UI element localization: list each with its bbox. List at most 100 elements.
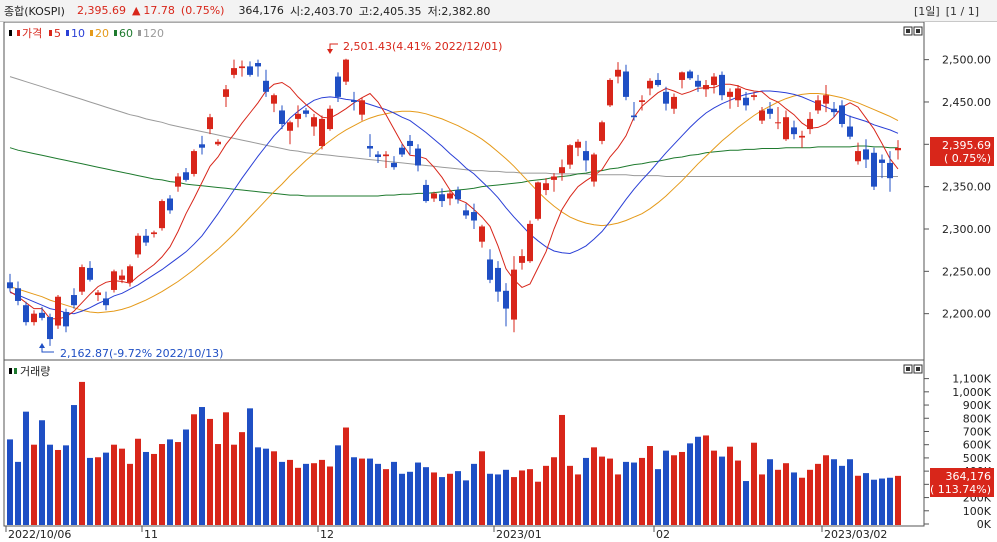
candle-body[interactable] xyxy=(103,298,109,306)
candle-body[interactable] xyxy=(383,154,389,157)
candle-body[interactable] xyxy=(775,122,781,124)
volume-bar[interactable] xyxy=(759,474,765,525)
volume-bar[interactable] xyxy=(647,446,653,525)
period-label[interactable]: [1일] xyxy=(914,5,940,18)
candle-body[interactable] xyxy=(791,127,797,135)
volume-bar[interactable] xyxy=(95,457,101,525)
volume-bar[interactable] xyxy=(879,478,885,525)
volume-bar[interactable] xyxy=(55,449,61,525)
volume-bar[interactable] xyxy=(503,469,509,525)
candle-body[interactable] xyxy=(895,147,901,151)
volume-bars[interactable] xyxy=(7,381,901,525)
candle-body[interactable] xyxy=(327,108,333,130)
volume-bar[interactable] xyxy=(799,477,805,525)
volume-bar[interactable] xyxy=(103,452,109,525)
volume-bar[interactable] xyxy=(231,444,237,525)
candle-body[interactable] xyxy=(239,66,245,69)
candle-body[interactable] xyxy=(687,71,693,79)
candle-body[interactable] xyxy=(735,88,741,101)
volume-bar[interactable] xyxy=(687,443,693,525)
volume-bar[interactable] xyxy=(839,465,845,525)
candle-body[interactable] xyxy=(439,194,445,202)
volume-bar[interactable] xyxy=(111,444,117,525)
page-label[interactable]: [1 / 1] xyxy=(945,5,979,18)
candle-body[interactable] xyxy=(551,176,557,180)
volume-bar[interactable] xyxy=(559,414,565,525)
volume-bar[interactable] xyxy=(351,457,357,525)
candle-body[interactable] xyxy=(391,162,397,168)
volume-bar[interactable] xyxy=(127,463,133,525)
candle-body[interactable] xyxy=(375,154,381,158)
candle-body[interactable] xyxy=(663,91,669,104)
volume-bar[interactable] xyxy=(719,456,725,525)
volume-bar[interactable] xyxy=(151,453,157,525)
volume-bar[interactable] xyxy=(471,463,477,525)
volume-bar[interactable] xyxy=(407,471,413,525)
volume-bar[interactable] xyxy=(751,442,757,525)
volume-bar[interactable] xyxy=(447,473,453,525)
candle-body[interactable] xyxy=(295,113,301,119)
volume-bar[interactable] xyxy=(359,458,365,525)
candle-body[interactable] xyxy=(559,167,565,174)
candle-body[interactable] xyxy=(335,76,341,97)
volume-bar[interactable] xyxy=(735,460,741,525)
candle-body[interactable] xyxy=(39,312,45,318)
candle-body[interactable] xyxy=(31,313,37,323)
candle-body[interactable] xyxy=(279,110,285,124)
volume-bar[interactable] xyxy=(695,436,701,525)
candle-body[interactable] xyxy=(191,151,197,174)
candle-body[interactable] xyxy=(583,151,589,161)
candle-body[interactable] xyxy=(719,74,725,96)
volume-bar[interactable] xyxy=(239,432,245,525)
stock-chart[interactable]: 2,500.002,450.002,400.002,350.002,300.00… xyxy=(0,22,997,542)
price-panel-buttons[interactable] xyxy=(903,26,923,36)
candle-body[interactable] xyxy=(503,290,509,309)
candle-body[interactable] xyxy=(263,80,269,92)
candle-body[interactable] xyxy=(615,69,621,77)
volume-bar[interactable] xyxy=(743,481,749,525)
candle-body[interactable] xyxy=(223,89,229,97)
candle-body[interactable] xyxy=(511,269,517,320)
candle-body[interactable] xyxy=(23,305,29,323)
candle-body[interactable] xyxy=(47,317,53,340)
candle-body[interactable] xyxy=(15,288,21,301)
candle-body[interactable] xyxy=(743,97,749,106)
candle-body[interactable] xyxy=(71,295,77,306)
volume-bar[interactable] xyxy=(295,467,301,525)
candle-body[interactable] xyxy=(607,79,613,106)
volume-bar[interactable] xyxy=(871,479,877,525)
volume-bar[interactable] xyxy=(367,458,373,525)
candle-body[interactable] xyxy=(759,110,765,121)
volume-bar[interactable] xyxy=(847,459,853,525)
volume-bar[interactable] xyxy=(343,427,349,525)
candle-body[interactable] xyxy=(855,151,861,162)
candle-body[interactable] xyxy=(711,76,717,86)
volume-bar[interactable] xyxy=(455,471,461,525)
candle-body[interactable] xyxy=(311,117,317,127)
candle-body[interactable] xyxy=(815,100,821,111)
candle-body[interactable] xyxy=(519,256,525,263)
candle-body[interactable] xyxy=(823,95,829,104)
period-pager[interactable]: [1일] [1 / 1] xyxy=(914,3,985,19)
candle-body[interactable] xyxy=(879,159,885,163)
volume-bar[interactable] xyxy=(143,451,149,525)
candle-body[interactable] xyxy=(135,235,141,255)
volume-bar[interactable] xyxy=(615,474,621,525)
volume-bar[interactable] xyxy=(783,463,789,525)
volume-bar[interactable] xyxy=(543,465,549,525)
volume-bar[interactable] xyxy=(271,451,277,525)
volume-bar[interactable] xyxy=(215,444,221,525)
volume-bar[interactable] xyxy=(527,469,533,525)
candle-body[interactable] xyxy=(415,148,421,166)
volume-bar[interactable] xyxy=(87,457,93,525)
candle-body[interactable] xyxy=(751,95,757,97)
candle-body[interactable] xyxy=(255,63,261,67)
candle-body[interactable] xyxy=(863,149,869,160)
candle-body[interactable] xyxy=(495,267,501,292)
candle-body[interactable] xyxy=(143,235,149,243)
volume-bar[interactable] xyxy=(855,475,861,525)
candle-body[interactable] xyxy=(7,282,13,289)
volume-bar[interactable] xyxy=(727,446,733,525)
candle-body[interactable] xyxy=(799,135,805,138)
volume-bar[interactable] xyxy=(391,461,397,525)
